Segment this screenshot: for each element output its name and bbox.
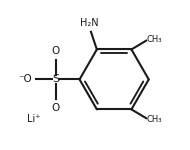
Text: CH₃: CH₃ bbox=[147, 35, 162, 44]
Text: O: O bbox=[52, 46, 60, 56]
Text: H₂N: H₂N bbox=[80, 18, 99, 28]
Text: ⁻O: ⁻O bbox=[19, 74, 32, 84]
Text: O: O bbox=[52, 103, 60, 113]
Text: S: S bbox=[52, 74, 59, 84]
Text: Li⁺: Li⁺ bbox=[27, 114, 41, 124]
Text: CH₃: CH₃ bbox=[147, 115, 162, 124]
